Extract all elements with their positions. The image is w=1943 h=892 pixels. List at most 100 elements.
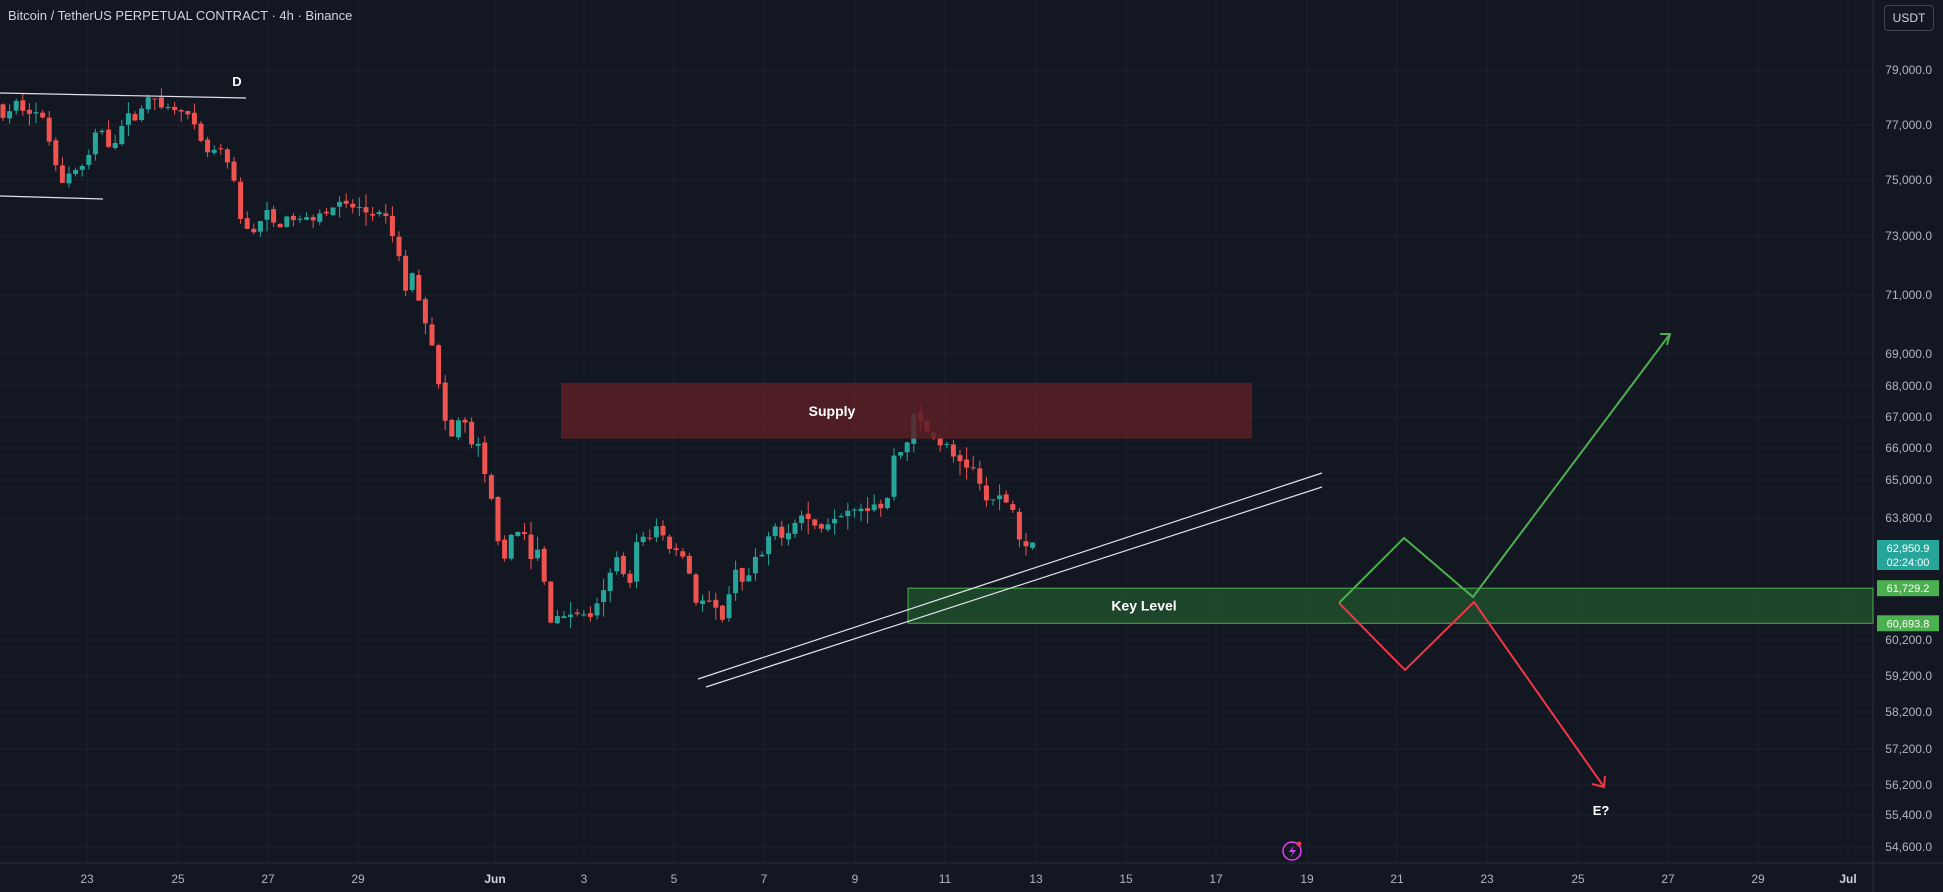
lightning-icon[interactable] <box>1282 841 1302 861</box>
candle <box>475 437 481 457</box>
candle-body <box>409 273 415 291</box>
candle <box>330 207 336 217</box>
price-tick-label: 57,200.0 <box>1885 742 1932 756</box>
candle-body <box>205 139 211 153</box>
candle <box>343 193 349 209</box>
candle <box>680 548 686 560</box>
candle <box>515 531 521 537</box>
candle-body <box>231 161 237 181</box>
candle <box>403 249 409 297</box>
price-tick-label: 66,000.0 <box>1885 441 1932 455</box>
time-tick-label: 7 <box>761 872 768 886</box>
drawings[interactable]: Supply Key Level D E? <box>0 74 1874 818</box>
candle <box>706 590 712 603</box>
candle-body <box>403 255 409 291</box>
candle <box>726 586 732 622</box>
price-tick-label: 59,200.0 <box>1885 669 1932 683</box>
candle <box>469 417 475 449</box>
time-tick-label: 11 <box>939 872 952 886</box>
candle <box>719 604 725 623</box>
candle <box>825 518 831 532</box>
channel-line-upper[interactable] <box>697 472 1323 680</box>
candle-body <box>792 522 798 534</box>
candle <box>733 560 739 601</box>
candle-body <box>700 600 706 604</box>
candle-body <box>455 420 461 438</box>
candle <box>304 212 310 221</box>
candle-body <box>59 165 65 183</box>
candle <box>990 499 996 506</box>
candle <box>317 209 323 226</box>
candle <box>350 199 356 214</box>
candle-body <box>40 112 46 118</box>
candle <box>152 98 158 111</box>
time-tick-label: 29 <box>351 872 365 886</box>
candle-body <box>521 532 527 535</box>
candle-body <box>436 345 442 385</box>
candle <box>363 194 369 226</box>
time-tick-label: 17 <box>1209 872 1223 886</box>
wedge-bottom-line[interactable] <box>0 195 104 200</box>
candle-body <box>502 539 508 559</box>
candle <box>59 157 65 184</box>
candle-body <box>132 114 138 121</box>
candle-body <box>865 508 871 512</box>
candle-body <box>548 581 554 623</box>
candle <box>178 108 184 122</box>
candle-body <box>1003 494 1009 503</box>
candle-body <box>884 498 890 509</box>
candle <box>185 110 191 120</box>
candle-body <box>482 442 488 475</box>
price-tick-label: 65,000.0 <box>1885 473 1932 487</box>
candle-body <box>660 525 666 536</box>
candle-body <box>119 126 125 145</box>
key-level-zone[interactable] <box>907 587 1874 624</box>
candle <box>238 177 244 224</box>
candle <box>548 581 554 624</box>
candle-body <box>845 510 851 517</box>
time-tick-label: 13 <box>1029 872 1043 886</box>
price-tick-label: 58,200.0 <box>1885 705 1932 719</box>
candle-body <box>706 600 712 602</box>
candle-body <box>145 97 151 110</box>
candle-body <box>26 109 32 114</box>
candle <box>587 606 593 622</box>
candle <box>158 88 164 110</box>
candle-body <box>686 555 692 574</box>
candle-body <box>257 221 263 232</box>
candle-body <box>554 616 560 624</box>
price-tick-label: 56,200.0 <box>1885 778 1932 792</box>
supply-zone[interactable] <box>561 382 1252 439</box>
candle-body <box>370 213 376 216</box>
candle-body <box>858 508 864 512</box>
candle <box>838 513 844 518</box>
candle-body <box>304 217 310 220</box>
bullish-projection-path[interactable] <box>1338 333 1671 604</box>
candle-body <box>990 499 996 501</box>
candle <box>0 103 6 122</box>
candle-body <box>812 519 818 526</box>
candle-body <box>561 616 567 619</box>
candle-body <box>1016 511 1022 540</box>
candle <box>79 164 85 177</box>
candle <box>376 209 382 217</box>
candle <box>46 110 52 146</box>
candle <box>871 494 877 512</box>
candle <box>693 572 699 606</box>
candle <box>759 551 765 557</box>
candle-body <box>726 594 732 619</box>
candle-body <box>647 537 653 539</box>
bearish-projection-path[interactable] <box>1338 600 1605 788</box>
current-price-value: 62,950.9 <box>1887 543 1930 555</box>
time-tick-label: 27 <box>261 872 275 886</box>
candle-body <box>125 113 131 125</box>
currency-button[interactable]: USDT <box>1884 5 1934 31</box>
candle-body <box>541 548 547 582</box>
candle <box>640 531 646 546</box>
candle-body <box>653 526 659 538</box>
channel-line-lower[interactable] <box>705 486 1323 688</box>
wedge-top-line[interactable] <box>0 92 247 99</box>
candle <box>33 102 39 123</box>
candle-body <box>805 513 811 520</box>
